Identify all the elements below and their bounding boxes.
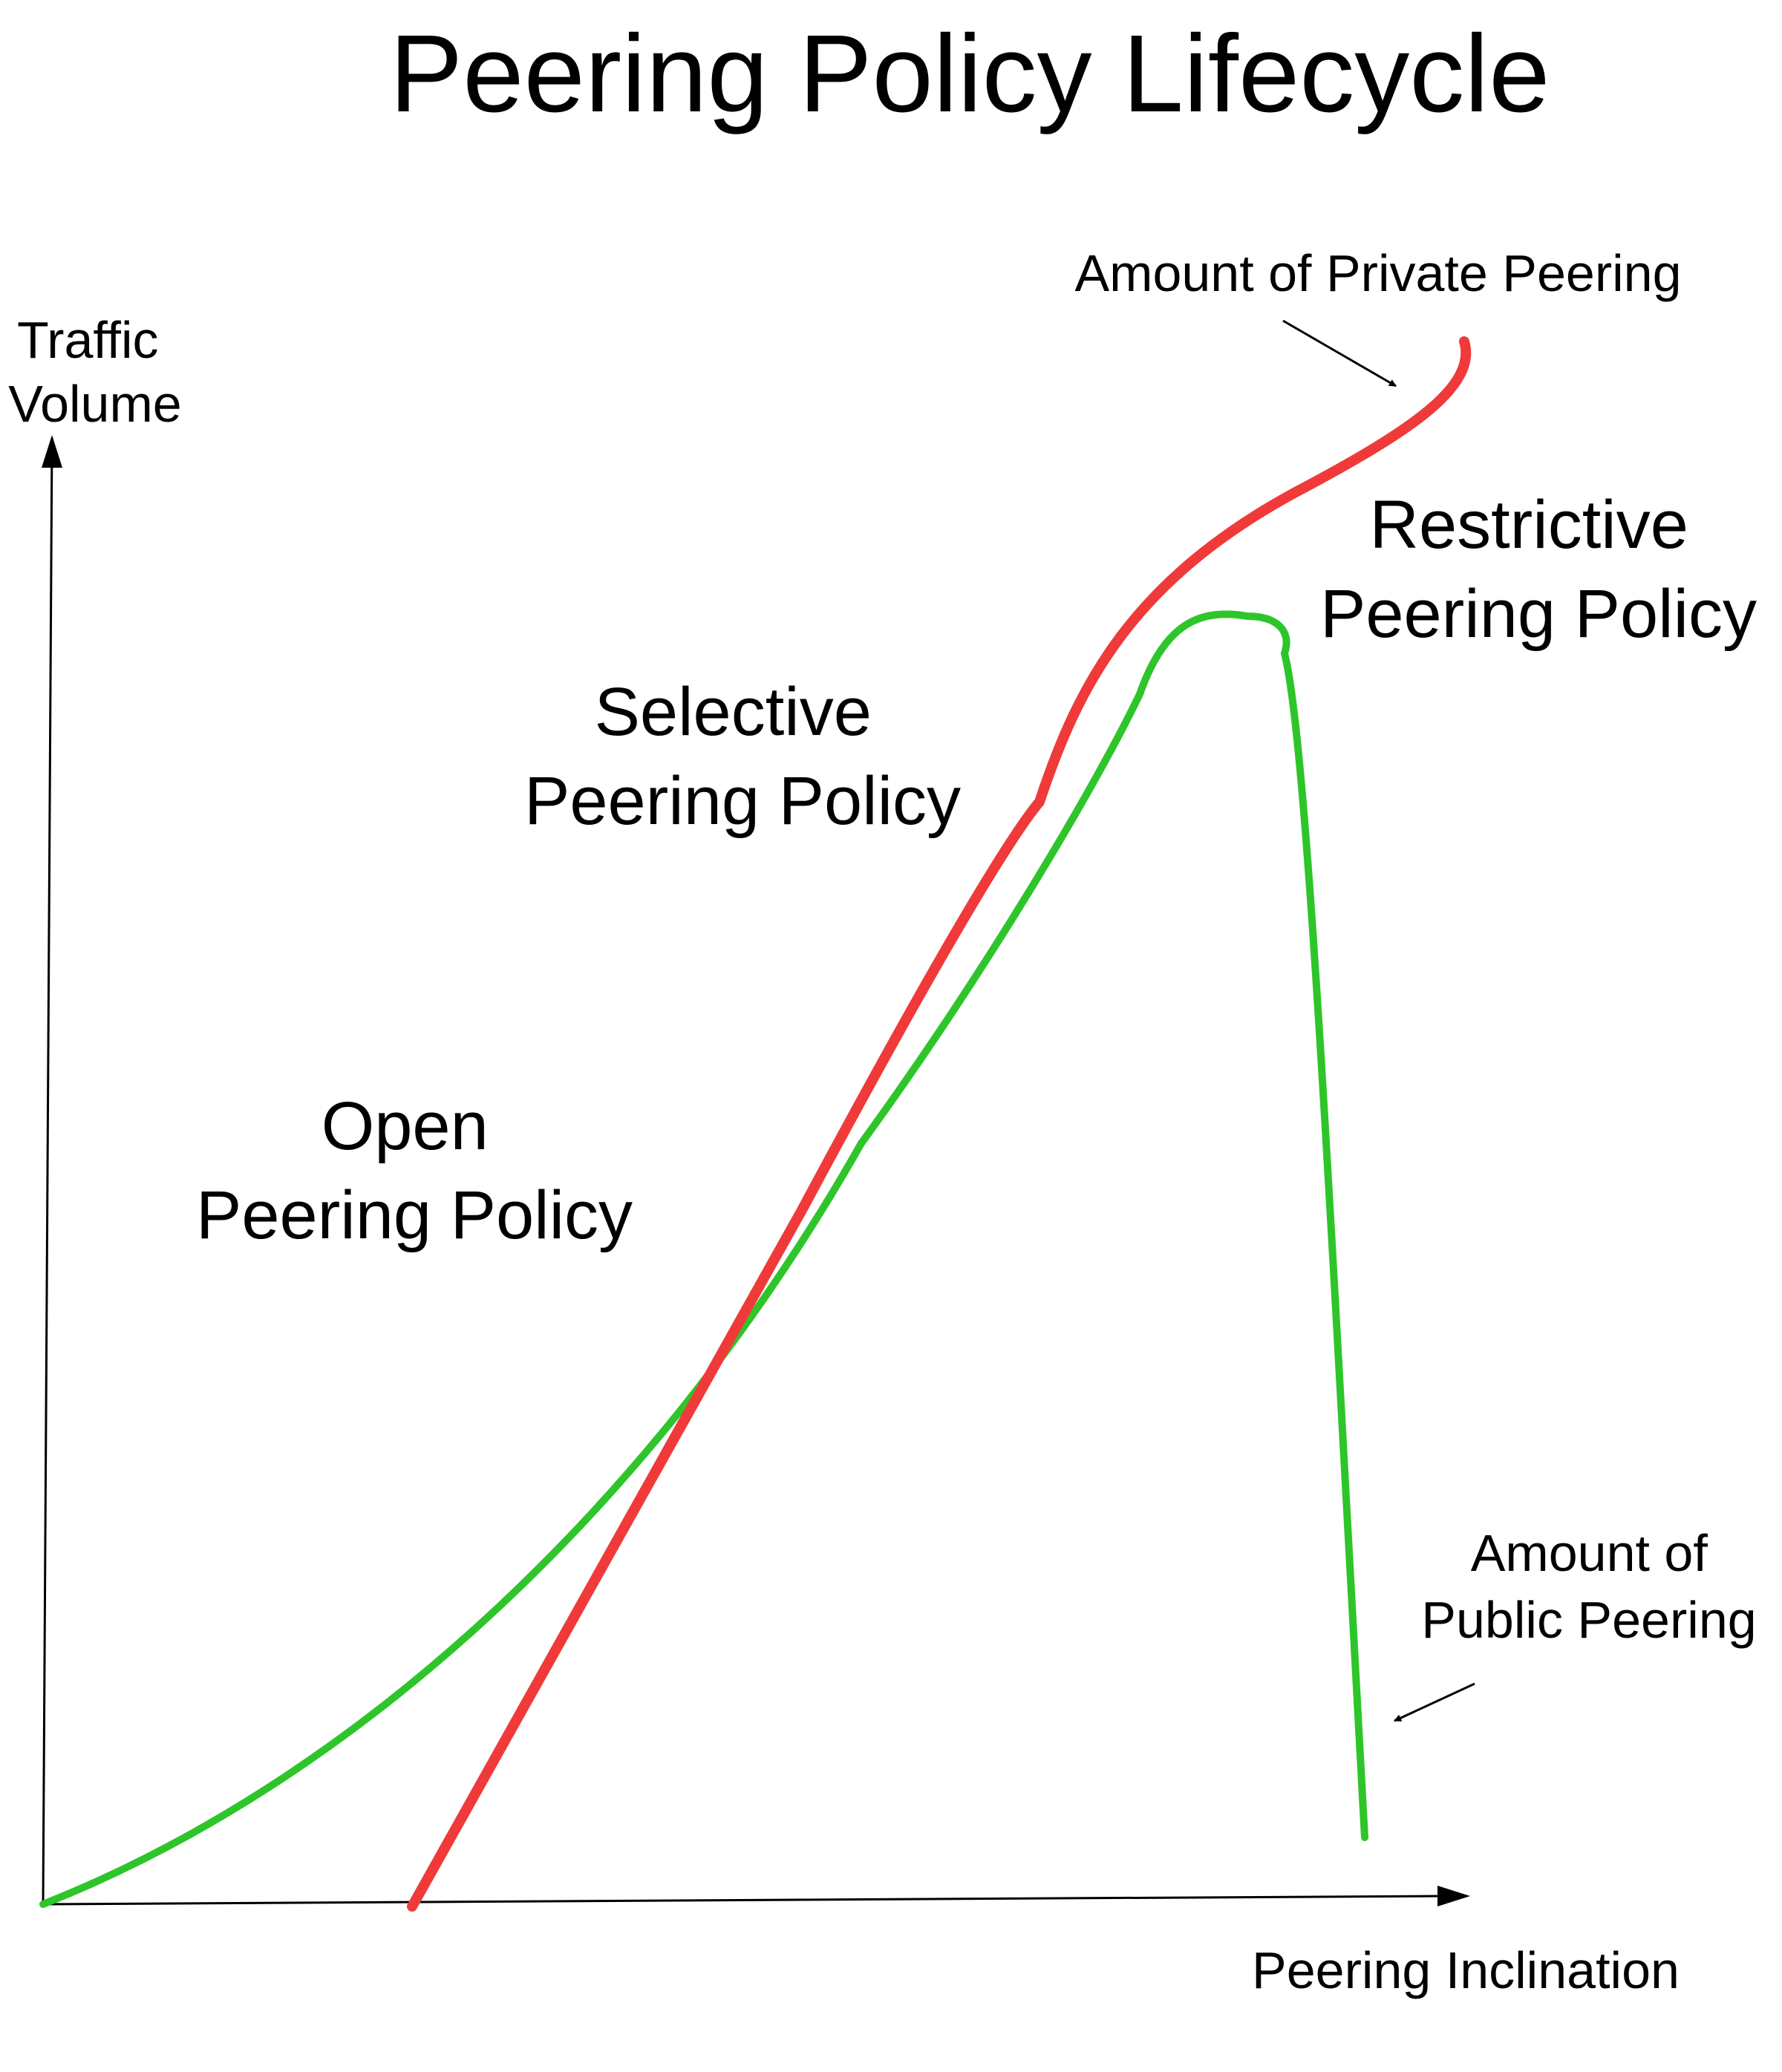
y-axis-label-line: Traffic — [17, 311, 159, 369]
region-label-open: Open Peering Policy — [196, 1088, 633, 1253]
x-axis-label: Peering Inclination — [1252, 1941, 1680, 1999]
y-axis-label-line: Volume — [8, 375, 181, 433]
region-label-line: Peering Policy — [196, 1177, 633, 1253]
region-label-selective: Selective Peering Policy — [524, 674, 961, 839]
public-peering-callout-line: Amount of — [1471, 1524, 1708, 1582]
private-peering-curve — [407, 336, 1472, 1912]
x-axis-arrowhead — [1437, 1886, 1470, 1906]
public-peering-pointer — [1394, 1682, 1475, 1722]
region-label-line: Restrictive — [1370, 487, 1688, 563]
private-peering-pointer — [1282, 319, 1397, 388]
x-axis — [42, 1895, 1443, 1906]
public-peering-callout: Amount of Public Peering — [1421, 1524, 1756, 1649]
public-peering-callout-line: Public Peering — [1421, 1591, 1756, 1649]
y-axis-arrowhead — [42, 435, 62, 468]
region-label-restrictive: Restrictive Peering Policy — [1320, 487, 1757, 652]
private-peering-callout: Amount of Private Peering — [1074, 244, 1681, 302]
region-label-line: Peering Policy — [1320, 576, 1757, 652]
diagram-title: Peering Policy Lifecycle — [390, 13, 1550, 135]
public-peering-curve — [39, 610, 1368, 1908]
region-label-line: Open — [322, 1088, 489, 1164]
region-label-line: Selective — [595, 674, 872, 750]
region-label-line: Peering Policy — [524, 763, 961, 839]
y-axis — [42, 437, 53, 1905]
y-axis-label: Traffic Volume — [8, 311, 181, 433]
